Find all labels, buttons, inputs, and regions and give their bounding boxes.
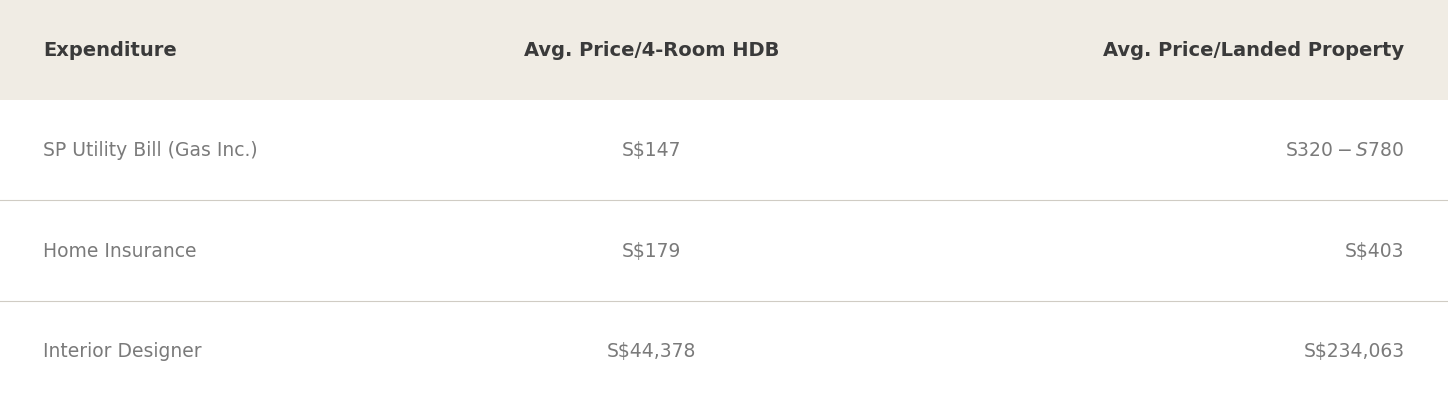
Text: S$320-S$780: S$320-S$780 bbox=[1286, 141, 1405, 160]
Text: Interior Designer: Interior Designer bbox=[43, 341, 203, 360]
Bar bbox=[0, 200, 1448, 301]
Text: S$179: S$179 bbox=[621, 241, 682, 260]
Text: Avg. Price/4-Room HDB: Avg. Price/4-Room HDB bbox=[524, 41, 779, 60]
Bar bbox=[0, 301, 1448, 401]
Bar bbox=[0, 100, 1448, 200]
Text: Avg. Price/Landed Property: Avg. Price/Landed Property bbox=[1103, 41, 1405, 60]
Text: Home Insurance: Home Insurance bbox=[43, 241, 197, 260]
Text: S$403: S$403 bbox=[1345, 241, 1405, 260]
Bar bbox=[0, 0, 1448, 100]
Text: SP Utility Bill (Gas Inc.): SP Utility Bill (Gas Inc.) bbox=[43, 141, 258, 160]
Text: Expenditure: Expenditure bbox=[43, 41, 177, 60]
Text: S$147: S$147 bbox=[621, 141, 682, 160]
Text: S$234,063: S$234,063 bbox=[1303, 341, 1405, 360]
Text: S$44,378: S$44,378 bbox=[607, 341, 696, 360]
